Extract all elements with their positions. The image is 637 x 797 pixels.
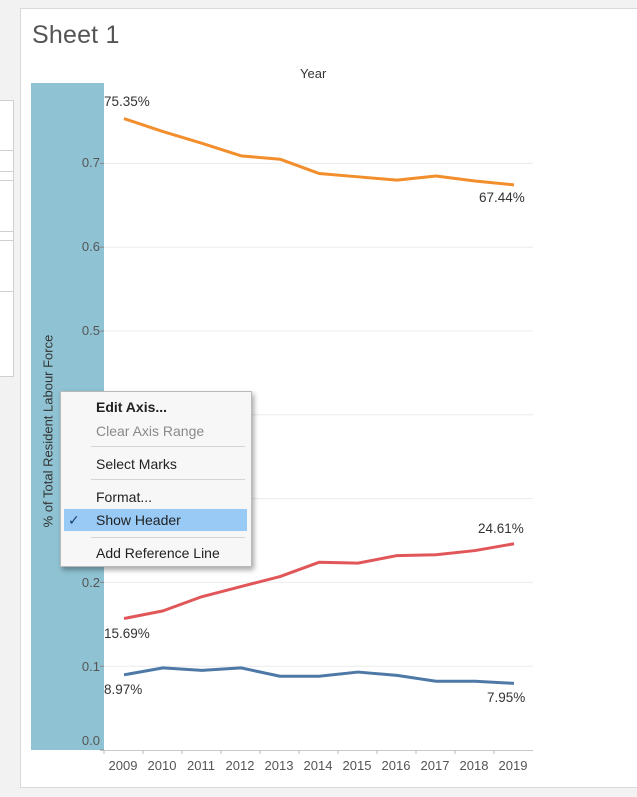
data-label-red-start: 15.69% — [104, 626, 150, 641]
x-tick-label: 2015 — [342, 758, 372, 773]
y-tick-label: 0.1 — [81, 659, 100, 674]
x-tick-label: 2019 — [498, 758, 528, 773]
menu-item-show-header[interactable]: ✓ Show Header — [64, 509, 247, 531]
x-tick-label: 2013 — [264, 758, 294, 773]
x-tick-label: 2014 — [303, 758, 333, 773]
menu-separator — [91, 446, 245, 447]
menu-item-clear-axis-range: Clear Axis Range — [96, 423, 205, 439]
data-label-orange-end: 67.44% — [479, 190, 525, 205]
y-tick-label: 0.6 — [81, 239, 100, 254]
y-tick-label: 0.2 — [81, 575, 100, 590]
x-tick-label: 2009 — [108, 758, 138, 773]
left-panel-field[interactable] — [0, 240, 14, 292]
series-line-blue[interactable] — [123, 666, 515, 685]
x-tick-label: 2018 — [459, 758, 489, 773]
y-tick-label: 0.0 — [81, 733, 100, 748]
x-tick-label: 2016 — [381, 758, 411, 773]
axis-context-menu: Edit Axis... Clear Axis Range Select Mar… — [60, 391, 252, 567]
y-tick-label: 0.7 — [81, 155, 100, 170]
y-tick-label: 0.5 — [81, 323, 100, 338]
x-tick-label: 2010 — [147, 758, 177, 773]
menu-separator — [91, 537, 245, 538]
data-label-blue-end: 7.95% — [487, 690, 526, 705]
menu-item-add-reference-line[interactable]: Add Reference Line — [96, 545, 220, 561]
sheet-title: Sheet 1 — [32, 21, 120, 49]
x-tick-label: 2012 — [225, 758, 255, 773]
data-label-blue-start: 8.97% — [104, 682, 143, 697]
left-panel-field[interactable] — [0, 180, 14, 232]
series-line-red[interactable] — [123, 542, 515, 620]
data-label-red-end: 24.61% — [478, 521, 524, 536]
menu-separator — [91, 479, 245, 480]
menu-item-show-header-label: Show Header — [96, 512, 181, 528]
left-panel-strip — [0, 0, 14, 797]
x-tick-label: 2017 — [420, 758, 450, 773]
column-header-year[interactable]: Year — [300, 66, 327, 81]
data-label-orange-start: 75.35% — [104, 94, 150, 109]
left-panel-field[interactable] — [0, 150, 14, 172]
x-tick-label: 2011 — [187, 758, 215, 773]
checkmark-icon: ✓ — [68, 512, 80, 528]
series-line-orange[interactable] — [123, 117, 515, 187]
menu-item-select-marks[interactable]: Select Marks — [96, 456, 177, 472]
menu-item-edit-axis[interactable]: Edit Axis... — [96, 399, 168, 415]
menu-item-format[interactable]: Format... — [96, 489, 153, 505]
